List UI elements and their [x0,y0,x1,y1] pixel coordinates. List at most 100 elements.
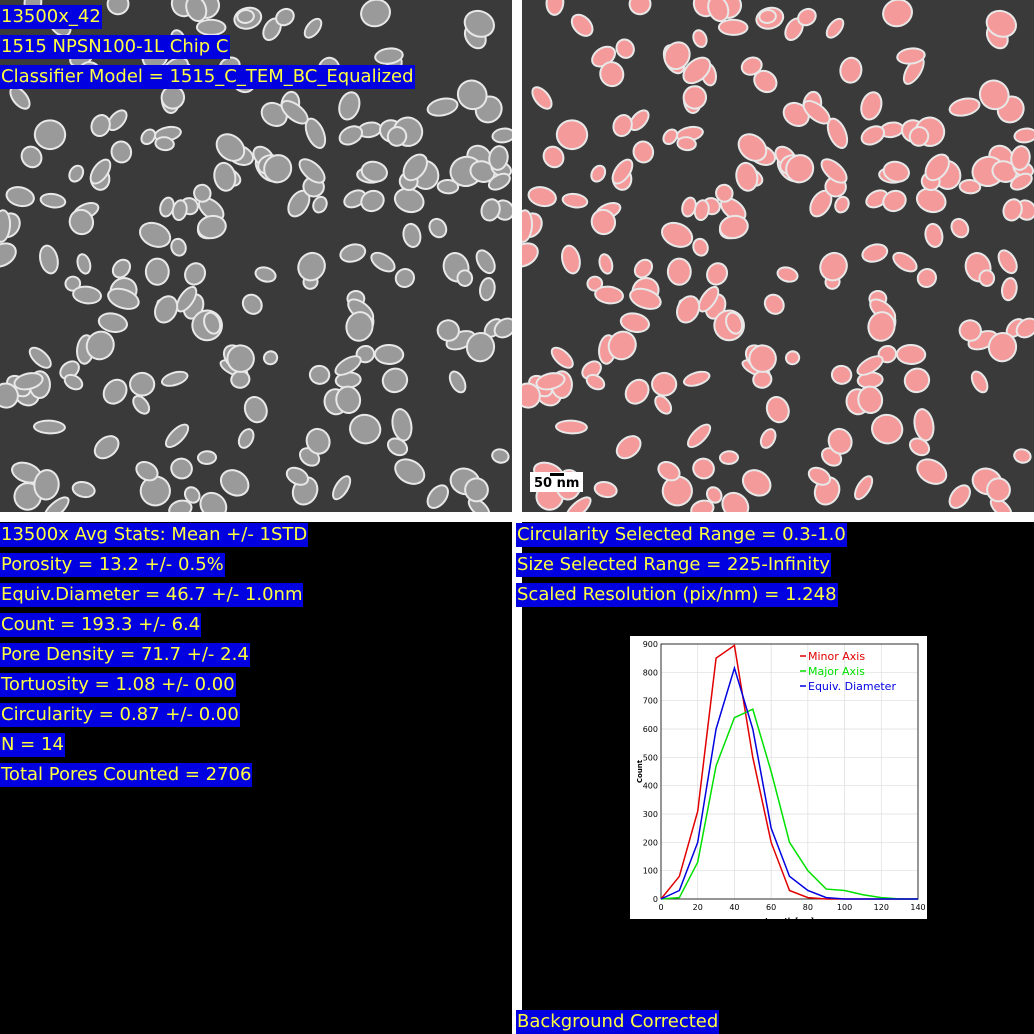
pore-core [926,155,949,180]
pore-core [626,380,648,403]
pore-core [465,11,493,36]
pore-core [614,116,631,136]
pore-core [70,210,93,234]
pore-core [112,142,131,162]
pore-core [600,255,612,273]
scale-line [549,473,564,476]
text-label: 1515 NPSN100-1L Chip C [0,35,230,59]
pore-core [34,421,64,433]
pore-core [677,297,699,322]
text-label: Tortuosity = 1.08 +/- 0.00 [0,673,236,697]
text-label: Classifier Model = 1515_C_TEM_BC_Equaliz… [0,65,415,89]
pore-core [873,415,902,443]
text-label: Equiv.Diameter = 46.7 +/- 1.0nm [0,583,304,607]
pore-core [898,49,924,63]
pore-core [109,289,138,308]
pore-core [881,123,903,137]
pore-core [172,459,191,478]
pore-core [393,410,411,440]
pore-core [337,387,360,413]
pore-core [663,477,691,505]
pore-core [863,245,887,261]
pore-core [262,103,286,125]
pore-core [699,287,718,311]
pore-core [720,216,747,238]
pore-core [404,224,420,246]
pore-core [376,49,402,63]
pore-core [95,437,118,458]
legend-label: Minor Axis [808,650,865,663]
pore-core [340,93,359,119]
pore-core [760,11,775,22]
pore-core [665,43,689,69]
pore-core [104,380,126,403]
pore-core [162,87,184,108]
pore-core [87,332,113,359]
text-label: Circularity = 0.87 +/- 0.00 [0,703,240,727]
pore-core [108,0,128,14]
pore-core [0,211,10,241]
pore-core [859,387,882,413]
y-tick-label: 400 [643,782,658,791]
pore-core [1004,200,1021,220]
pore-core [232,372,249,387]
pore-core [141,477,169,505]
pore-core [750,346,775,371]
pore-core [78,255,90,273]
pore-core [572,15,592,35]
text-label: N = 14 [0,733,65,757]
pore-core [567,498,590,512]
y-tick-label: 0 [653,895,658,904]
pore-core [707,488,721,502]
pore-core [489,174,509,189]
pore-core [0,244,15,266]
pore-core [858,373,882,387]
pore-core [583,362,600,378]
pore-core [199,199,223,220]
pore-core [855,477,872,499]
pore-core [708,264,727,284]
data-line [660,708,918,900]
pore-core [205,313,220,333]
pore-core [926,224,942,246]
pore-core [438,321,458,340]
pore-core [336,373,360,387]
pore-core [438,181,458,193]
pore-core [7,188,33,206]
pore-core [287,468,308,484]
pore-core [221,471,248,495]
pore-core [340,127,362,144]
chart-bg [630,636,927,919]
pore-core [245,398,266,422]
pore-core [809,468,830,484]
pore-core [108,111,126,130]
pore-core [198,216,225,238]
plot-frame [660,643,919,900]
pore-core [359,123,381,137]
y-tick-label: 100 [643,867,658,876]
pore-core [556,421,586,433]
pore-core [113,260,130,277]
pore-core [821,253,846,280]
pore-core [173,201,186,220]
pore-core [832,366,851,383]
pore-core [867,191,887,207]
pore-core [537,374,564,389]
pore-core [243,295,261,313]
pore-core [99,314,126,332]
pore-core [142,130,155,144]
pore-core [717,185,732,201]
pore-core [662,223,692,246]
pore-core [719,20,747,34]
pore-core [761,430,775,447]
pore-core [635,260,652,277]
pore-core [692,501,713,512]
pore-core [375,345,403,363]
pore-core [879,346,896,362]
pore-core [827,19,843,37]
pore-core [869,313,894,340]
pore-core [140,223,170,246]
pore-core [388,439,407,455]
pore-core [904,58,923,83]
pore-core [592,210,615,234]
